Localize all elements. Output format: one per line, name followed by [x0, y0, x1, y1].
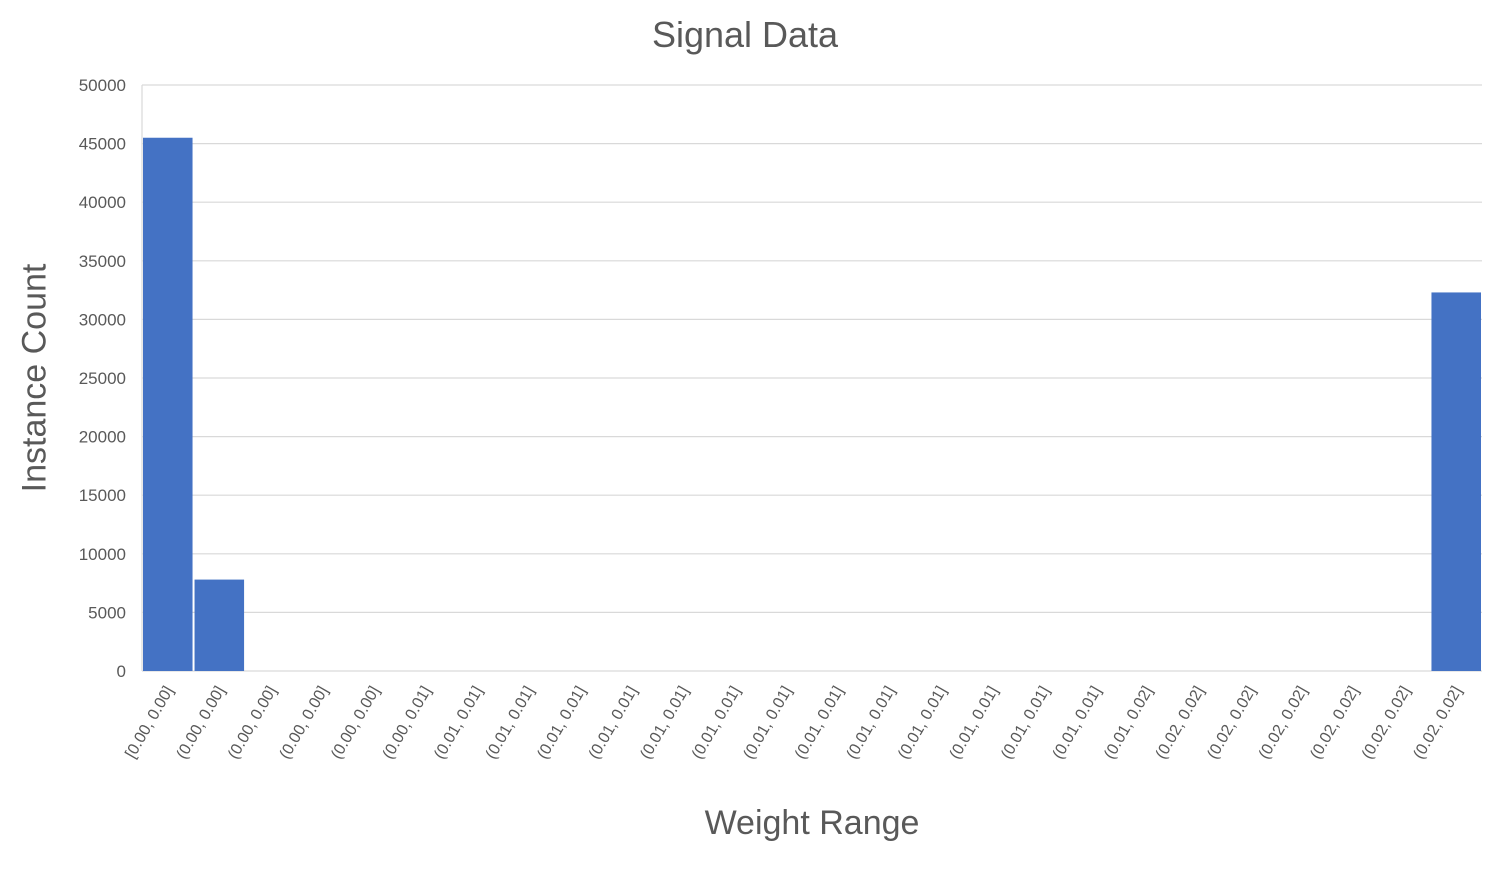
x-tick-label: (0.02, 0.02] [1307, 684, 1362, 763]
y-tick-label: 35000 [79, 252, 126, 271]
x-tick-label: (0.01, 0.02] [1101, 684, 1156, 763]
x-tick-label: (0.00, 0.00] [328, 684, 383, 763]
x-tick-label: (0.01, 0.01] [483, 684, 538, 763]
chart-title: Signal Data [651, 14, 839, 55]
y-tick-label: 30000 [79, 310, 126, 329]
x-tick-label: (0.02, 0.02] [1410, 684, 1465, 763]
x-tick-label: [0.00, 0.00] [122, 684, 177, 762]
y-tick-label: 0 [117, 662, 126, 681]
y-tick-label: 10000 [79, 545, 126, 564]
x-tick-label: (0.02, 0.02] [1256, 684, 1311, 763]
x-tick-label: (0.01, 0.01] [534, 684, 589, 763]
x-tick-label: (0.01, 0.01] [740, 684, 795, 763]
x-tick-label: (0.00, 0.00] [277, 684, 332, 763]
bar [1431, 292, 1481, 671]
x-tick-label: (0.00, 0.01] [380, 684, 435, 763]
x-tick-label: (0.02, 0.02] [1204, 684, 1259, 763]
x-tick-label: (0.02, 0.02] [1153, 684, 1208, 763]
x-tick-label: (0.01, 0.01] [637, 684, 692, 763]
x-tick-label: (0.01, 0.01] [431, 684, 486, 763]
x-axis-label: Weight Range [704, 804, 920, 842]
x-tick-label: (0.01, 0.01] [998, 684, 1053, 763]
x-tick-label: (0.01, 0.01] [844, 684, 899, 763]
bar [143, 137, 193, 672]
x-tick-label: (0.00, 0.00] [174, 684, 229, 763]
y-tick-label: 15000 [79, 486, 126, 505]
x-tick-label: (0.01, 0.01] [947, 684, 1002, 763]
y-tick-label: 25000 [79, 369, 126, 388]
y-tick-label: 40000 [79, 193, 126, 212]
y-tick-label: 50000 [79, 76, 126, 95]
bar [194, 579, 245, 671]
y-tick-label: 20000 [79, 428, 126, 447]
x-tick-label: (0.01, 0.01] [586, 684, 641, 763]
y-tick-label: 45000 [79, 135, 126, 154]
x-tick-label: (0.01, 0.01] [895, 684, 950, 763]
y-tick-label: 5000 [88, 603, 126, 622]
x-tick-label: (0.02, 0.02] [1359, 684, 1414, 763]
x-tick-label: (0.01, 0.01] [689, 684, 744, 763]
x-tick-label: (0.01, 0.01] [1050, 684, 1105, 763]
x-tick-label: (0.01, 0.01] [792, 684, 847, 763]
x-tick-label: (0.00, 0.00] [225, 684, 280, 763]
